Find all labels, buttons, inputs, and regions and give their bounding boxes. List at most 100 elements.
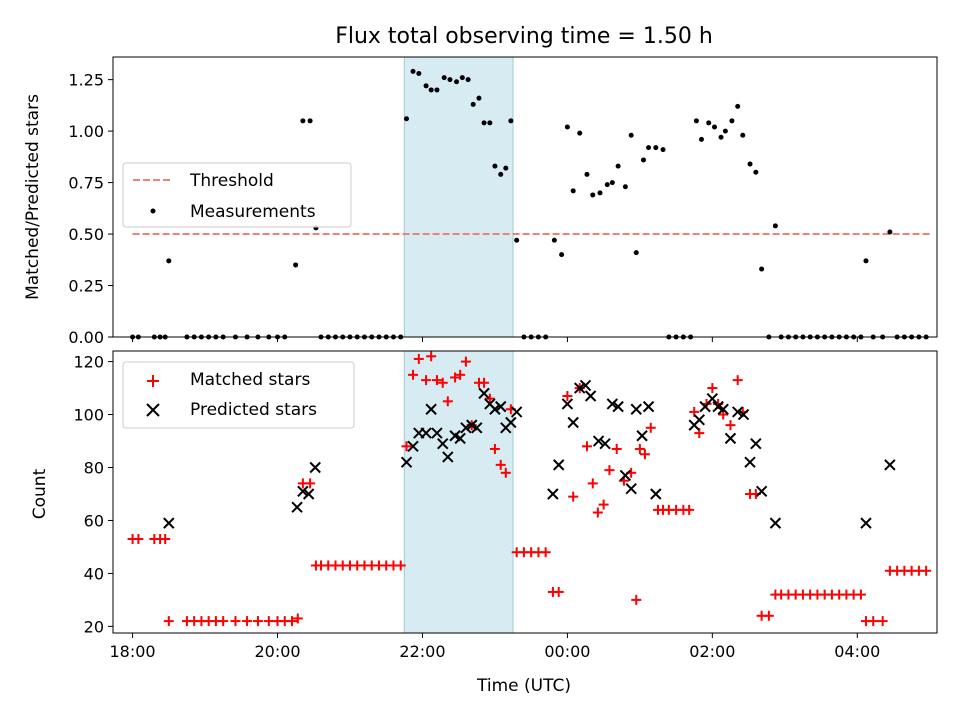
- x-tick-label: 22:00: [399, 642, 445, 661]
- predicted-stars-point: [860, 517, 872, 529]
- predicted-stars-point: [437, 437, 449, 450]
- predicted-stars-point: [636, 430, 648, 442]
- top-shaded-span: [403, 56, 514, 338]
- legend-predicted-marker: [146, 403, 160, 417]
- predicted-stars-point: [420, 427, 432, 439]
- predicted-stars-point: [407, 440, 419, 453]
- matched-stars-point: [252, 616, 263, 627]
- matched-stars-point: [592, 507, 603, 518]
- measurement-point: [740, 132, 746, 138]
- predicted-stars-point: [737, 408, 750, 421]
- matched-stars-point: [500, 467, 511, 478]
- predicted-stars-point: [460, 422, 472, 434]
- matched-stars-point: [455, 369, 466, 380]
- matched-stars-point: [408, 369, 419, 380]
- measurement-point: [887, 229, 893, 235]
- matched-stars-point: [242, 616, 253, 627]
- predicted-stars-point: [630, 403, 642, 415]
- legend-matched-marker: [147, 375, 159, 387]
- measurement-point: [609, 180, 615, 186]
- predicted-stars-point: [579, 379, 592, 392]
- x-tick-label: 18:00: [110, 642, 156, 661]
- measurement-point: [615, 163, 621, 169]
- measurement-point: [570, 188, 576, 194]
- measurement-point: [863, 258, 869, 264]
- y-tick-label: 60: [84, 511, 104, 530]
- measurement-point: [441, 75, 447, 81]
- matched-stars-point: [604, 465, 615, 476]
- matched-stars-point: [598, 499, 609, 510]
- measurement-point: [508, 118, 514, 124]
- matched-stars-point: [489, 443, 500, 454]
- matched-stars-point: [437, 377, 448, 388]
- predicted-stars-point: [291, 501, 303, 513]
- predicted-stars-point: [606, 398, 619, 410]
- measurement-point: [772, 223, 778, 229]
- predicted-stars-point: [650, 488, 662, 500]
- matched-stars-point: [645, 422, 656, 433]
- top-panel: 0.00 0.25 0.50 0.75 1.00 1.25 Matched/Predict…: [23, 56, 938, 347]
- predicted-stars-point: [454, 432, 466, 445]
- y-tick-label: 20: [84, 617, 104, 636]
- predicted-stars-point: [744, 456, 756, 468]
- matched-stars-point: [495, 459, 506, 470]
- matched-stars-point: [218, 616, 229, 627]
- measurement-point: [293, 262, 299, 268]
- measurement-point: [166, 258, 172, 264]
- measurement-point: [434, 87, 440, 93]
- predicted-stars-point: [478, 387, 490, 400]
- predicted-stars-point: [724, 432, 737, 445]
- measurement-point: [718, 134, 724, 140]
- measurement-point: [416, 70, 422, 76]
- matched-stars-point: [877, 616, 888, 627]
- matched-stars-point: [540, 547, 551, 558]
- measurement-point: [514, 237, 520, 243]
- measurement-point: [410, 68, 416, 74]
- bottom-legend-box: [122, 361, 355, 429]
- top-legend: Threshold Measurements: [122, 162, 352, 228]
- predicted-stars-point: [584, 390, 597, 402]
- predicted-stars-point: [471, 422, 483, 434]
- predicted-stars-point: [442, 451, 454, 463]
- matched-stars-point: [426, 351, 437, 362]
- top-plot-frame: [112, 56, 938, 338]
- matched-stars-point: [855, 589, 866, 600]
- measurement-point: [722, 128, 728, 134]
- x-tick-label: 02:00: [689, 642, 735, 661]
- predicted-stars-point: [612, 400, 624, 413]
- measurement-point: [423, 83, 429, 89]
- predicted-stars-point: [619, 469, 632, 482]
- measurement-point: [577, 130, 583, 136]
- predicted-stars-point: [592, 435, 605, 447]
- x-tick-label: 00:00: [544, 642, 590, 661]
- matched-stars-point: [305, 478, 316, 489]
- measurement-point: [307, 118, 313, 124]
- predicted-stars-point: [302, 488, 315, 500]
- bottom-plot-frame: [112, 350, 938, 634]
- matched-stars-point: [230, 616, 241, 627]
- x-axis-label: Time (UTC): [476, 676, 571, 696]
- matched-stars-point: [581, 441, 592, 452]
- predicted-stars-point: [693, 414, 706, 426]
- matched-stars-point: [413, 353, 424, 364]
- measurement-point: [447, 77, 453, 83]
- predicted-stars-point: [431, 427, 443, 439]
- predicted-stars-point: [400, 456, 413, 468]
- chart-title: Flux total observing time = 1.50 h: [335, 24, 713, 49]
- y-tick-label: 100: [73, 406, 104, 425]
- matched-stars-point: [421, 375, 432, 386]
- bottom-shaded-span: [403, 350, 514, 634]
- matched-stars-point: [292, 613, 303, 624]
- predicted-stars-point: [495, 400, 507, 413]
- predicted-stars-point: [574, 382, 586, 394]
- matched-stars-point: [263, 616, 274, 627]
- predicted-stars-point: [755, 485, 768, 498]
- matched-stars-point: [707, 383, 718, 394]
- top-y-axis-label: Matched/Predicted stars: [23, 94, 43, 300]
- measurement-point: [706, 120, 712, 126]
- predicted-stars-point: [884, 459, 896, 471]
- matched-stars-point: [725, 420, 736, 431]
- measurement-point: [622, 184, 628, 190]
- matched-stars-point: [395, 560, 406, 571]
